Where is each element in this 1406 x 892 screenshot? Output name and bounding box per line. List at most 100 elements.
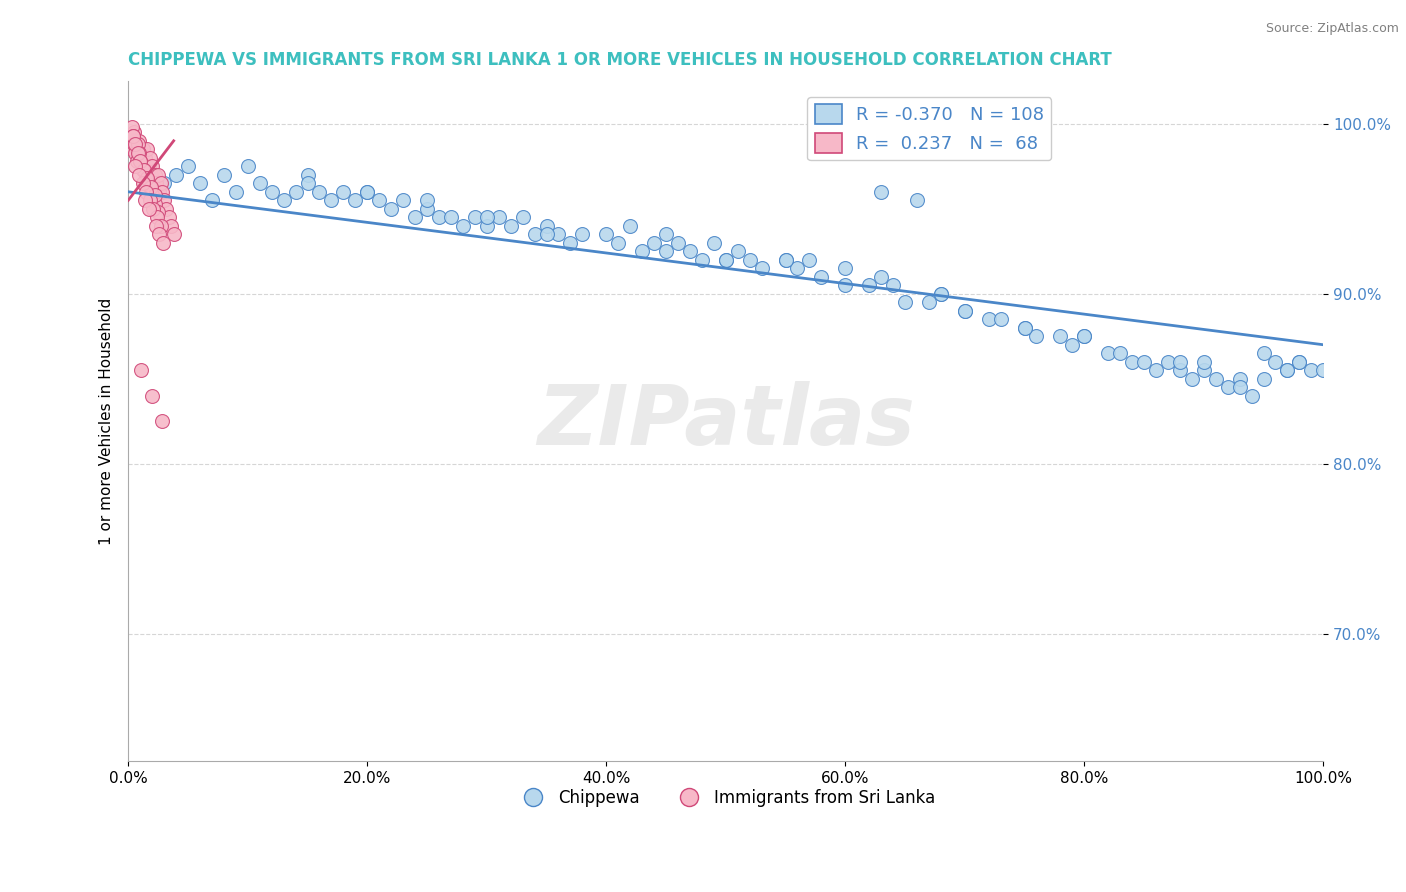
Point: [751, 261, 773, 276]
Point: [139, 194, 162, 208]
Point: [834, 261, 856, 276]
Point: [139, 179, 162, 194]
Point: [392, 194, 415, 208]
Point: [131, 363, 153, 377]
Point: [1288, 355, 1310, 369]
Point: [416, 202, 439, 216]
Point: [128, 145, 150, 160]
Point: [775, 252, 797, 267]
Point: [714, 252, 737, 267]
Point: [440, 211, 463, 225]
Point: [870, 269, 893, 284]
Point: [679, 244, 702, 259]
Point: [284, 185, 307, 199]
Point: [148, 185, 170, 199]
Point: [1229, 372, 1251, 386]
Point: [155, 202, 177, 216]
Point: [1277, 363, 1299, 377]
Point: [1253, 346, 1275, 360]
Point: [134, 151, 156, 165]
Point: [163, 227, 186, 242]
Point: [141, 389, 163, 403]
Point: [141, 185, 163, 199]
Point: [131, 162, 153, 177]
Point: [139, 179, 162, 194]
Point: [141, 159, 163, 173]
Point: [799, 252, 821, 267]
Point: [160, 219, 183, 233]
Point: [131, 177, 153, 191]
Point: [124, 159, 146, 173]
Point: [1073, 329, 1095, 343]
Point: [690, 252, 713, 267]
Point: [146, 211, 169, 225]
Point: [125, 142, 148, 156]
Point: [146, 168, 169, 182]
Y-axis label: 1 or more Vehicles in Household: 1 or more Vehicles in Household: [100, 298, 114, 545]
Point: [142, 177, 165, 191]
Point: [1312, 363, 1334, 377]
Point: [631, 244, 654, 259]
Point: [249, 177, 271, 191]
Point: [135, 171, 157, 186]
Point: [297, 168, 319, 182]
Point: [260, 185, 283, 199]
Point: [929, 286, 952, 301]
Point: [905, 194, 928, 208]
Point: [703, 235, 725, 250]
Point: [139, 151, 162, 165]
Point: [619, 219, 641, 233]
Point: [356, 185, 378, 199]
Point: [134, 194, 156, 208]
Point: [571, 227, 593, 242]
Point: [953, 303, 976, 318]
Point: [1073, 329, 1095, 343]
Point: [121, 120, 143, 135]
Point: [1205, 372, 1227, 386]
Point: [953, 303, 976, 318]
Point: [1062, 337, 1084, 351]
Point: [236, 159, 259, 173]
Point: [132, 159, 155, 173]
Point: [153, 177, 176, 191]
Point: [297, 177, 319, 191]
Point: [416, 194, 439, 208]
Point: [475, 219, 498, 233]
Point: [894, 295, 917, 310]
Point: [143, 188, 166, 202]
Text: ZIPatlas: ZIPatlas: [537, 381, 915, 462]
Point: [153, 194, 176, 208]
Point: [404, 211, 426, 225]
Point: [368, 194, 391, 208]
Point: [547, 227, 569, 242]
Point: [136, 142, 159, 156]
Point: [157, 211, 180, 225]
Point: [135, 159, 157, 173]
Point: [464, 211, 486, 225]
Point: [149, 177, 172, 191]
Legend: Chippewa, Immigrants from Sri Lanka: Chippewa, Immigrants from Sri Lanka: [509, 782, 942, 814]
Point: [124, 134, 146, 148]
Point: [1192, 363, 1215, 377]
Point: [148, 227, 170, 242]
Point: [1192, 355, 1215, 369]
Point: [150, 185, 173, 199]
Point: [142, 202, 165, 216]
Point: [124, 145, 146, 160]
Point: [127, 145, 149, 160]
Point: [929, 286, 952, 301]
Point: [607, 235, 630, 250]
Point: [356, 185, 378, 199]
Point: [1133, 355, 1156, 369]
Point: [834, 278, 856, 293]
Point: [129, 154, 152, 169]
Point: [1253, 372, 1275, 386]
Point: [344, 194, 367, 208]
Point: [122, 125, 145, 139]
Point: [143, 168, 166, 182]
Point: [488, 211, 510, 225]
Point: [138, 159, 160, 173]
Point: [1157, 355, 1180, 369]
Point: [475, 211, 498, 225]
Point: [643, 235, 665, 250]
